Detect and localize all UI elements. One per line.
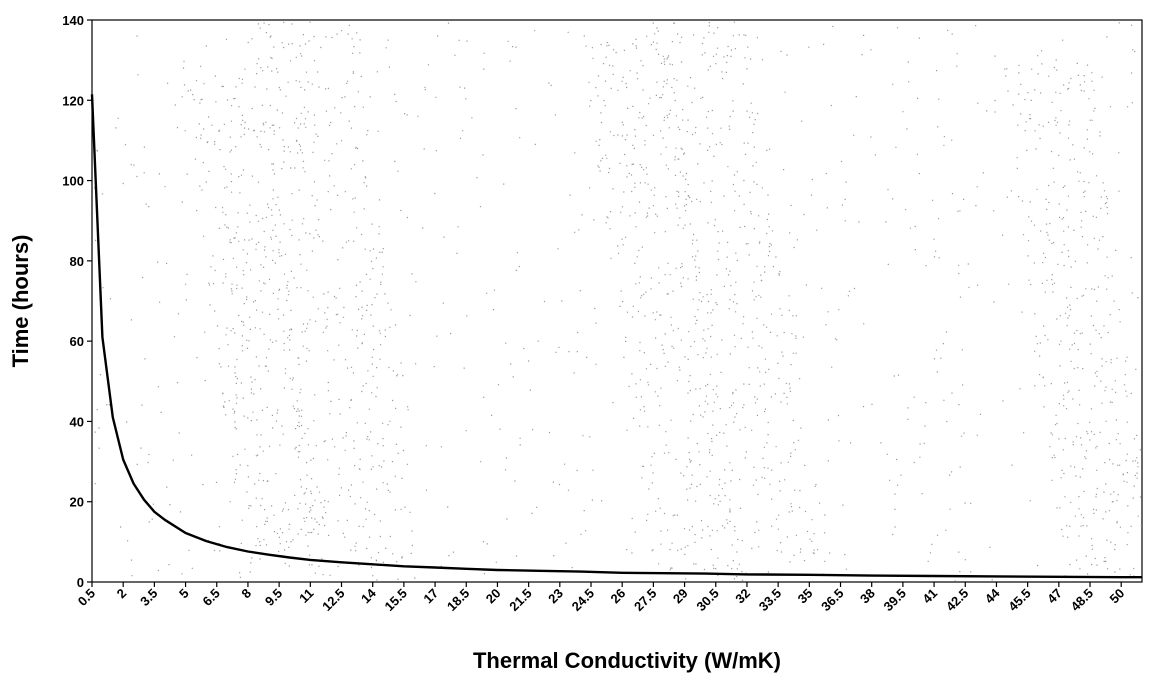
x-tick-label: 21.5	[506, 586, 535, 615]
y-tick-label: 60	[70, 334, 84, 349]
x-tick-label: 48.5	[1068, 586, 1097, 615]
x-tick-label: 45.5	[1005, 586, 1034, 615]
x-tick-label: 44	[982, 585, 1003, 606]
y-axis-title: Time (hours)	[8, 235, 33, 368]
x-tick-label: 47	[1044, 586, 1065, 607]
x-tick-label: 32	[732, 586, 753, 607]
x-tick-label: 12.5	[319, 586, 348, 615]
y-tick-label: 140	[62, 13, 84, 28]
x-tick-label: 42.5	[943, 586, 972, 615]
x-tick-label: 17	[420, 586, 441, 607]
x-tick-label: 26	[607, 586, 628, 607]
x-tick-label: 41	[919, 586, 940, 607]
x-tick-label: 27.5	[631, 586, 660, 615]
x-tick-label: 6.5	[199, 586, 222, 609]
y-tick-label: 20	[70, 495, 84, 510]
x-tick-label: 33.5	[756, 586, 785, 615]
x-tick-label: 11	[296, 586, 316, 606]
x-tick-label: 9.5	[262, 586, 285, 609]
series-line	[90, 94, 1142, 579]
y-tick-label: 100	[62, 174, 84, 189]
x-tick-label: 3.5	[137, 586, 160, 609]
x-tick-label: 18.5	[444, 586, 473, 615]
x-tick-label: 8	[238, 586, 254, 602]
x-tick-label: 23	[545, 586, 566, 607]
x-axis-title: Thermal Conductivity (W/mK)	[473, 648, 781, 673]
plot-area	[91, 19, 1143, 583]
x-tick-label: 24.5	[569, 586, 598, 615]
y-tick-label: 0	[77, 575, 84, 590]
x-tick-label: 15.5	[381, 586, 410, 615]
x-axis: 0.5 2 3.5 5 6.5 8 9.5 11 12.5 14 15.5 17 18.5 20 21.5 2…	[75, 582, 1127, 615]
x-tick-label: 50	[1106, 586, 1127, 607]
x-tick-label: 38	[857, 586, 878, 607]
y-tick-label: 40	[70, 414, 84, 429]
y-axis: 0 20 40 60 80 100 120 140	[62, 13, 92, 590]
y-tick-label: 80	[70, 254, 84, 269]
x-tick-label: 29	[670, 586, 691, 607]
x-tick-label: 30.5	[693, 586, 722, 615]
x-tick-label: 2	[114, 586, 130, 602]
x-tick-label: 5	[176, 586, 192, 602]
y-tick-label: 120	[62, 93, 84, 108]
x-tick-label: 20	[483, 586, 504, 607]
x-tick-label: 14	[358, 585, 379, 606]
x-tick-label: 35	[795, 586, 816, 607]
x-tick-label: 36.5	[818, 586, 847, 615]
x-tick-label: 39.5	[881, 586, 910, 615]
